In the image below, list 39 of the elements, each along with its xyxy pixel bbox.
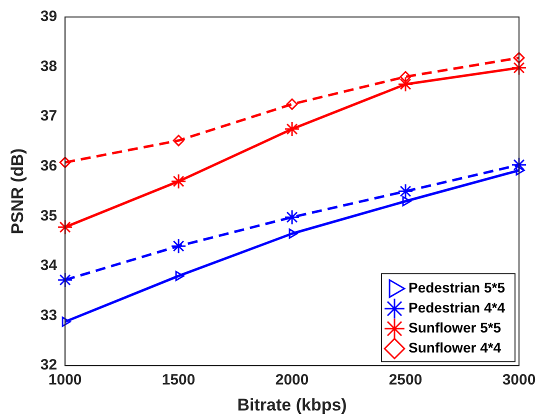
x-tick-label: 2500 [388,372,422,389]
y-tick-label: 37 [40,108,58,125]
x-tick-label: 1000 [48,372,82,389]
point [400,71,412,83]
x-tick-label: 1500 [162,372,196,389]
point [286,98,298,110]
point [511,157,527,173]
y-tick-label: 34 [40,257,58,274]
y-tick-label: 38 [40,58,58,75]
y-tick-label: 39 [40,8,58,26]
point [513,52,525,64]
point [398,184,414,200]
point [170,174,186,190]
legend-label: Pedestrian 4*4 [408,299,506,316]
point [511,60,527,76]
x-axis-title: Bitrate (kbps) [237,395,347,414]
y-tick-label: 35 [40,207,58,224]
point [170,238,186,254]
legend-label: Pedestrian 5*5 [408,279,506,296]
y-tick-label: 33 [40,306,58,324]
point [288,228,298,239]
point [59,156,71,168]
y-tick-label: 36 [40,158,58,175]
point [57,219,73,235]
point [62,316,71,327]
point [57,272,73,288]
y-axis-title: PSNR (dB) [8,148,27,234]
point [516,165,525,176]
point [175,270,184,282]
legend-label: Sunflower 5*5 [408,319,502,336]
x-tick-label: 2000 [275,372,309,389]
y-tick-label: 32 [40,356,58,374]
legend-label: Sunflower 4*4 [408,339,502,356]
point [398,76,414,92]
point [284,121,300,137]
point [402,196,412,206]
x-tick-label: 3000 [502,372,536,389]
point [284,209,300,225]
point [172,134,184,146]
